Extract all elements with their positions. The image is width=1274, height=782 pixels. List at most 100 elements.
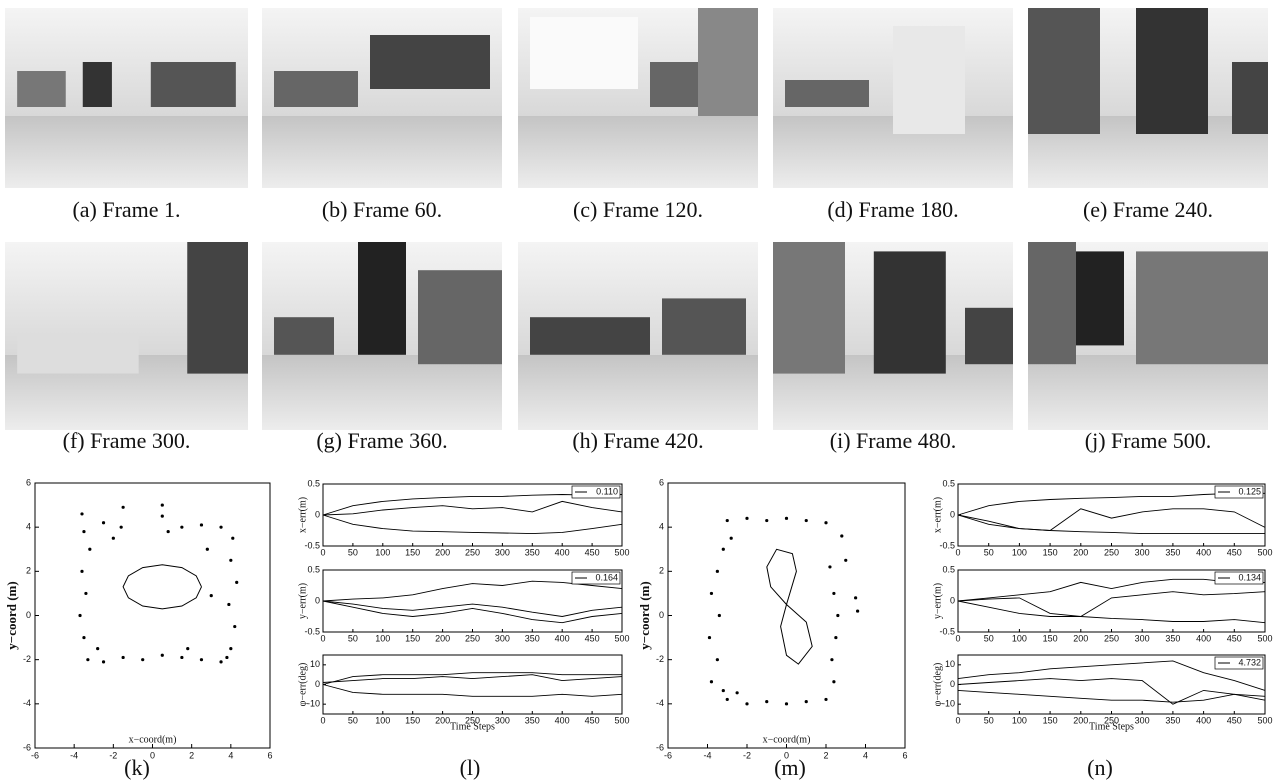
photo-floor <box>262 354 502 430</box>
photo-object <box>274 317 334 355</box>
x-tick-label: 150 <box>405 547 420 557</box>
y-tick-label: 10 <box>310 659 320 669</box>
x-tick-label: -4 <box>70 750 78 760</box>
landmark <box>141 658 145 662</box>
landmark <box>830 658 834 662</box>
x-tick-label: 0 <box>320 715 325 725</box>
y-tick-label: -0.5 <box>304 626 320 636</box>
caption: (j) Frame 500. <box>1085 428 1211 453</box>
photo <box>5 242 248 430</box>
x-tick-label: 400 <box>1196 633 1211 643</box>
caption: (h) Frame 420. <box>572 428 703 453</box>
y-tick-label: -10 <box>307 699 320 709</box>
legend-text: 0.110 <box>596 486 618 496</box>
y-tick-label: -0.5 <box>939 540 955 550</box>
caption: (m) <box>774 755 806 780</box>
x-tick-label: 50 <box>348 715 358 725</box>
caption: (c) Frame 120. <box>573 197 703 222</box>
trajectory <box>122 564 202 610</box>
lower-curve <box>957 600 1266 624</box>
x-tick-label: 0 <box>320 547 325 557</box>
y-tick-label: 0 <box>315 509 320 519</box>
y-tick-label: 0 <box>315 679 320 689</box>
lower-curve <box>322 684 623 697</box>
y-axis-label: φ−err(deg) <box>297 663 308 707</box>
landmark <box>709 591 714 596</box>
x-tick-label: 300 <box>1135 715 1150 725</box>
photo-floor <box>1028 354 1268 430</box>
x-tick-label: 450 <box>585 633 600 643</box>
landmark <box>160 514 164 518</box>
x-tick-label: 450 <box>1227 547 1242 557</box>
landmark <box>180 525 184 529</box>
y-tick-label: 0.5 <box>307 478 320 488</box>
y-axis-label: y−coord (m) <box>637 581 652 649</box>
x-tick-label: 350 <box>1165 547 1180 557</box>
photo-object <box>17 71 66 107</box>
x-tick-label: 500 <box>1257 547 1272 557</box>
x-tick-label: 0 <box>955 633 960 643</box>
x-tick-label: 0 <box>784 750 789 760</box>
x-tick-label: 150 <box>405 633 420 643</box>
x-tick-label: 300 <box>1135 547 1150 557</box>
photo <box>518 8 758 188</box>
photo-object <box>698 8 758 116</box>
x-tick-label: 50 <box>348 547 358 557</box>
landmark <box>836 613 840 618</box>
landmark <box>717 613 721 618</box>
photo-object <box>773 242 845 374</box>
legend-box <box>1214 656 1264 670</box>
photo-object <box>1028 8 1100 134</box>
x-tick-label: 350 <box>1165 633 1180 643</box>
y-tick-label: -2 <box>656 654 664 664</box>
landmark <box>715 569 719 573</box>
error-curve <box>322 674 623 683</box>
photo-floor <box>5 116 248 188</box>
x-tick-label: 400 <box>1196 715 1211 725</box>
landmark <box>101 521 106 525</box>
landmark <box>160 653 164 657</box>
photo <box>1028 242 1268 430</box>
caption: (e) Frame 240. <box>1083 197 1213 222</box>
x-tick-label: 100 <box>375 547 390 557</box>
landmark <box>834 635 838 640</box>
legend-box <box>571 485 621 499</box>
x-tick-label: 250 <box>465 715 480 725</box>
landmark <box>80 569 84 573</box>
photo <box>518 242 758 430</box>
landmark <box>844 558 848 562</box>
x-tick-label: 150 <box>1043 715 1058 725</box>
axes-frame <box>322 654 623 715</box>
landmark <box>832 680 836 684</box>
x-tick-label: 200 <box>1073 547 1088 557</box>
landmark <box>80 512 84 516</box>
upper-curve <box>957 660 1266 691</box>
x-tick-label: 250 <box>465 633 480 643</box>
landmark <box>721 547 725 551</box>
landmark <box>84 591 88 596</box>
x-tick-label: 350 <box>525 633 540 643</box>
y-tick-label: -6 <box>656 742 664 752</box>
x-tick-label: 2 <box>823 750 828 760</box>
x-tick-label: 250 <box>1104 633 1119 643</box>
x-tick-label: 450 <box>1227 633 1242 643</box>
x-axis-label: Time Steps <box>1089 721 1134 732</box>
landmark <box>219 525 223 529</box>
y-tick-label: 0.5 <box>942 478 955 488</box>
x-tick-label: 150 <box>405 715 420 725</box>
landmark <box>101 660 106 664</box>
legend-text: 0.125 <box>1238 486 1261 496</box>
photo-object <box>1028 242 1076 365</box>
landmark <box>709 680 714 684</box>
x-tick-label: 300 <box>495 547 510 557</box>
landmark <box>199 523 204 527</box>
photo-object <box>1076 251 1124 346</box>
y-tick-label: -0.5 <box>939 626 955 636</box>
y-tick-label: 2 <box>659 566 664 576</box>
x-tick-label: 100 <box>375 633 390 643</box>
landmark <box>784 516 789 520</box>
x-tick-label: 150 <box>1043 547 1058 557</box>
legend-box <box>1214 485 1264 499</box>
x-tick-label: 350 <box>525 547 540 557</box>
